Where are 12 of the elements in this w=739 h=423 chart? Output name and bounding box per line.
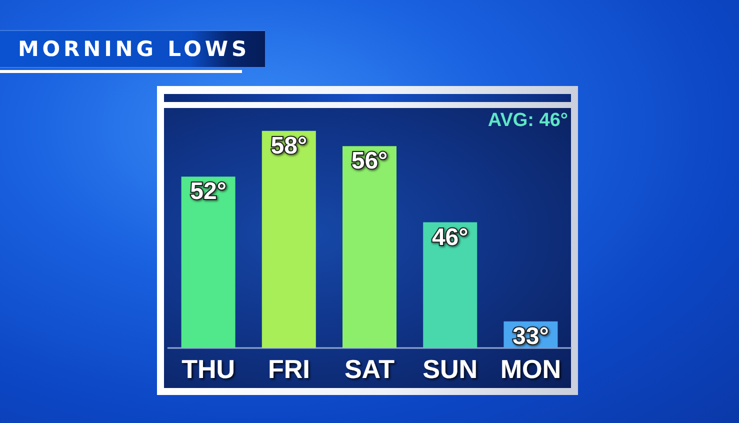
x-tick-label: THU (182, 354, 236, 384)
data-label: 58° (270, 132, 308, 160)
x-tick-label: FRI (268, 354, 310, 384)
x-tick-label: SUN (422, 354, 478, 384)
chart-title: MORNING LOWS (18, 36, 250, 63)
annotation: AVG: 46° (488, 110, 568, 131)
data-label: 56° (351, 148, 388, 175)
data-label: 46° (432, 224, 468, 251)
data-label: 33° (512, 322, 549, 350)
data-label: 52° (190, 178, 226, 206)
x-tick-label: MON (500, 354, 562, 384)
x-tick-label: SAT (344, 354, 395, 384)
